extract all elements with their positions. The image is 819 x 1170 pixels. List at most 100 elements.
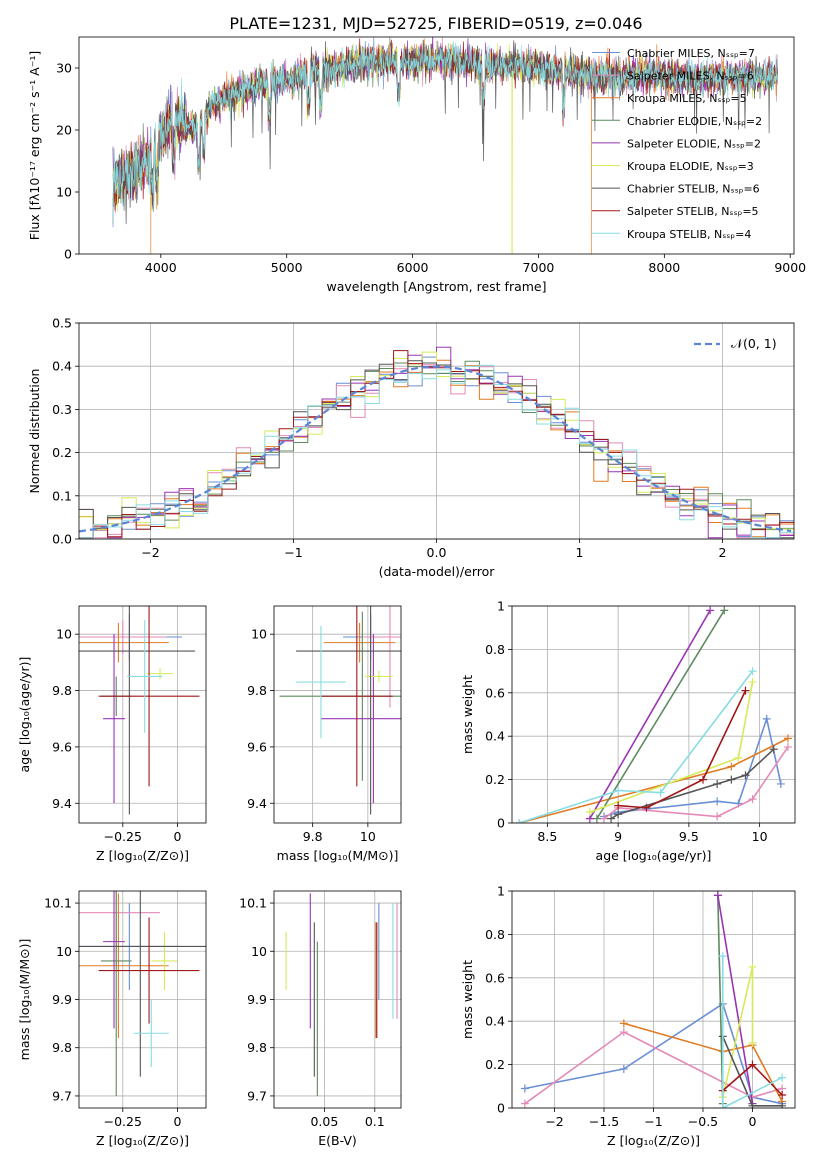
series-point-kroupa-stelib <box>614 786 623 795</box>
series-point-chabrier-stelib <box>614 810 623 819</box>
legend-label: Kroupa ELODIE, Nₛₛₚ=3 <box>627 160 754 173</box>
axes-spectrum: 4000 5000 6000 7000 8000 9000 0 10 20 30 wavelengt… <box>27 36 806 294</box>
plot-area-mass-weight-vs-Z <box>520 891 787 1108</box>
axes-frame <box>78 322 795 540</box>
errorbar-salpeter-miles <box>79 620 167 654</box>
errorbar-kroupa-stelib <box>127 620 163 733</box>
x-tick-label: 0 <box>174 829 182 844</box>
legend-label: 𝒩(0, 1) <box>731 336 777 351</box>
plot-area-residuals <box>79 346 794 539</box>
x-tick-label: 0.05 <box>310 1114 338 1129</box>
y-tick-label: 0.0 <box>52 532 72 547</box>
series-point-kroupa-miles <box>619 1019 628 1028</box>
y-tick-label: 0.6 <box>485 685 505 700</box>
x-tick-label: 0 <box>174 1114 182 1129</box>
x-tick-label: 9 <box>614 829 622 844</box>
x-tick-label: −1 <box>644 1114 662 1129</box>
x-tick-label: 4000 <box>145 260 177 275</box>
x-tick-label: 7000 <box>523 260 555 275</box>
x-tick-label: 1 <box>576 545 584 560</box>
series-point-kroupa-miles <box>783 734 792 743</box>
errorbar-kroupa-miles <box>79 893 169 1039</box>
x-tick-label: −2 <box>141 545 159 560</box>
x-axis-label: Z [log₁₀(Z/Z⊙)] <box>96 848 189 863</box>
series-line-kroupa-stelib <box>722 956 783 1108</box>
axes-mass-vs-Z: −0.25 0 9.7 9.8 9.9 10 10.1 Z [log₁₀(Z/Z⊙)] mass… <box>17 890 207 1148</box>
errorbar-salpeter-elodie <box>103 891 125 1029</box>
y-tick-label: 9.6 <box>52 739 72 754</box>
y-tick-label: 0 <box>497 816 505 831</box>
axes-mass-weight-vs-age: 8.5 9 9.5 10 0 0.2 0.4 0.6 0.8 1 age [log₁₀(age/yr… <box>460 599 796 863</box>
y-tick-label: 1 <box>497 599 505 614</box>
x-axis-label: wavelength [Angstrom, rest frame] <box>326 279 546 294</box>
legend-label: Kroupa STELIB, Nₛₛₚ=4 <box>627 228 751 241</box>
x-tick-label: 9000 <box>774 260 806 275</box>
normal-curve <box>79 365 792 533</box>
errorbar-salpeter-elodie <box>320 634 401 804</box>
errorbar-kroupa-elodie <box>365 670 393 683</box>
series-line-chabrier-stelib <box>610 748 775 820</box>
y-tick-label: 10 <box>56 944 72 959</box>
series-point-kroupa-miles <box>727 762 736 771</box>
series-point-salpeter-miles <box>619 1028 628 1037</box>
x-tick-label: 0.1 <box>365 1114 385 1129</box>
y-tick-label: 10 <box>56 627 72 642</box>
y-tick-label: 20 <box>56 123 72 138</box>
y-axis-label: Normed distribution <box>27 369 42 494</box>
series-point-chabrier-elodie <box>592 814 601 823</box>
errorbar-salpeter-miles <box>362 606 401 708</box>
y-tick-label: 0.2 <box>52 445 72 460</box>
x-tick-label: 2 <box>719 545 727 560</box>
spectrum-line-salpeter-stelib <box>112 38 778 211</box>
y-tick-label: 10 <box>251 944 267 959</box>
y-tick-label: 0.3 <box>52 402 72 417</box>
series-point-salpeter-stelib <box>699 775 708 784</box>
series-point-salpeter-miles <box>783 743 792 752</box>
errorbar-kroupa-miles <box>323 622 396 663</box>
legend-label: Chabrier MILES, Nₛₛₚ=7 <box>627 47 755 60</box>
series-point-kroupa-stelib <box>718 1104 727 1108</box>
axes-mass-weight-vs-Z: −2 −1.5 −1 −0.5 0 0 0.2 0.4 0.6 0.8 1 Z [log₁₀(Z/Z⊙… <box>460 884 796 1148</box>
series-point-salpeter-miles <box>713 812 722 821</box>
y-tick-label: 30 <box>56 61 72 76</box>
errorbar-chabrier-stelib <box>296 606 401 815</box>
errorbar-kroupa-elodie <box>146 668 174 680</box>
axes-frame <box>273 890 402 1109</box>
y-tick-label: 1 <box>497 884 505 899</box>
x-axis-label: E(B-V) <box>318 1133 357 1148</box>
y-tick-label: 0.4 <box>52 359 72 374</box>
series-point-salpeter-elodie <box>706 606 715 615</box>
series-point-kroupa-stelib <box>778 1073 787 1082</box>
series-line-chabrier-miles <box>603 715 782 818</box>
series-point-kroupa-elodie <box>748 962 757 971</box>
series-line-salpeter-miles <box>524 1031 783 1105</box>
y-tick-label: 0 <box>497 1101 505 1116</box>
y-tick-label: 10.1 <box>239 896 267 911</box>
x-tick-label: 10 <box>360 829 376 844</box>
x-tick-label: 0.0 <box>427 545 447 560</box>
legend-label: Kroupa MILES, Nₛₛₚ=5 <box>627 92 747 105</box>
y-tick-label: 0.6 <box>485 970 505 985</box>
x-axis-label: mass [log₁₀(M/M⊙)] <box>277 848 399 863</box>
plot-area-mass-vs-Z <box>79 891 206 1096</box>
series-point-chabrier-miles <box>776 779 785 788</box>
series-point-chabrier-miles <box>713 797 722 806</box>
series-point-chabrier-stelib <box>727 775 736 784</box>
x-tick-label: −2 <box>545 1114 563 1129</box>
series-point-chabrier-stelib <box>748 1101 757 1108</box>
y-axis-label: age [log₁₀(age/yr)] <box>17 657 32 773</box>
series-point-chabrier-stelib <box>607 814 616 823</box>
x-axis-label: age [log₁₀(age/yr)] <box>596 848 712 863</box>
series-point-salpeter-stelib <box>741 686 750 695</box>
series-point-kroupa-elodie <box>748 677 757 686</box>
legend-label: Chabrier ELODIE, Nₛₛₚ=2 <box>627 115 762 128</box>
series-point-salpeter-stelib <box>614 801 623 810</box>
y-tick-label: 0.5 <box>52 316 72 331</box>
series-point-kroupa-stelib <box>748 667 757 676</box>
series-point-kroupa-stelib <box>718 952 727 961</box>
x-tick-label: 6000 <box>397 260 429 275</box>
series-point-salpeter-stelib <box>642 803 651 812</box>
y-axis-label: mass [log₁₀(M/M⊙)] <box>17 939 32 1061</box>
series-point-kroupa-stelib <box>656 788 665 797</box>
axes-frame <box>273 605 402 824</box>
